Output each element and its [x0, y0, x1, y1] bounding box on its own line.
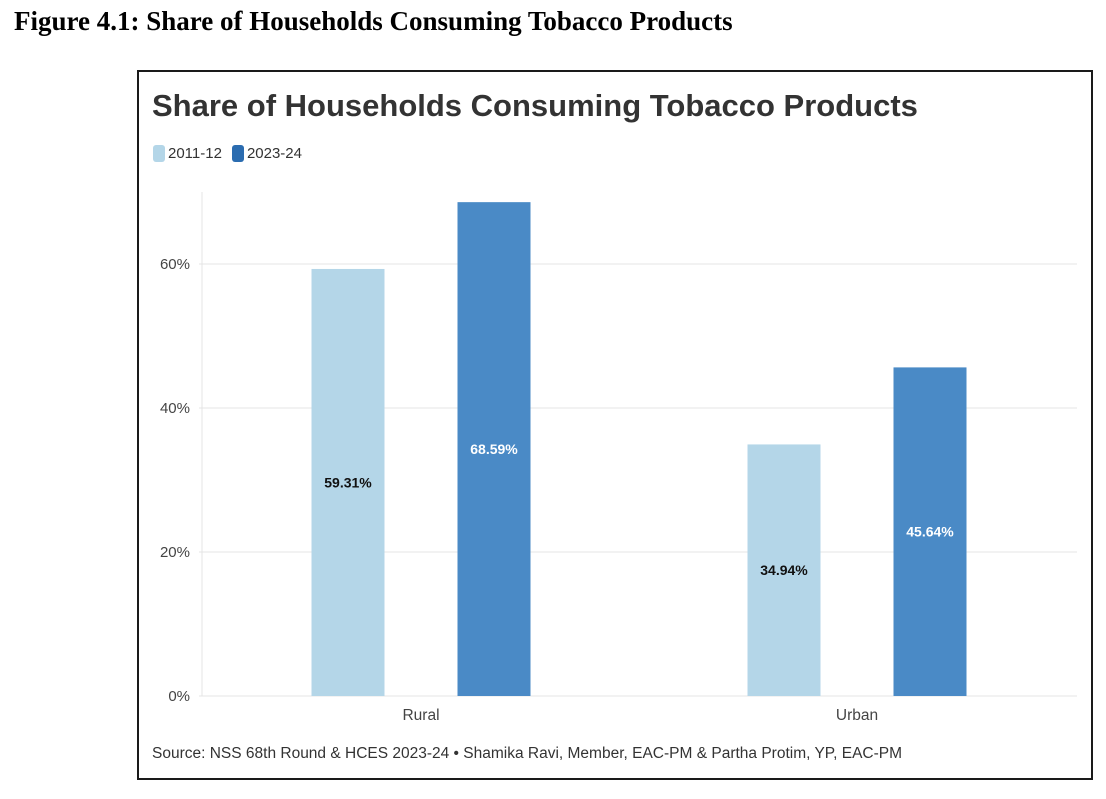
- bar-urban-2011-12: [747, 444, 821, 696]
- bar-urban-2023-24: [893, 367, 967, 696]
- y-tick-label: 40%: [160, 400, 190, 417]
- data-label-urban-2023-24: 45.64%: [906, 524, 954, 540]
- legend-swatch-2023-24: [231, 145, 244, 162]
- legend-item-2011-12: 2011-12: [153, 145, 222, 162]
- legend-label-2023-24: 2023-24: [246, 145, 302, 162]
- data-label-rural-2023-24: 68.59%: [470, 441, 518, 457]
- y-tick-label: 20%: [160, 544, 190, 561]
- bar-rural-2011-12: [311, 268, 385, 696]
- chart-frame: Share of Households Consuming Tobacco Pr…: [137, 70, 1093, 780]
- legend-label-2011-12: 2011-12: [168, 145, 222, 162]
- source-note: Source: NSS 68th Round & HCES 2023-24 • …: [152, 745, 903, 762]
- data-label-urban-2011-12: 34.94%: [760, 562, 808, 578]
- data-label-rural-2011-12: 59.31%: [324, 474, 372, 490]
- x-tick-label-urban: Urban: [836, 707, 878, 724]
- x-tick-label-rural: Rural: [402, 707, 439, 724]
- bar-rural-2023-24: [457, 202, 531, 697]
- figure-caption: Figure 4.1: Share of Households Consumin…: [14, 6, 733, 36]
- y-tick-label: 0%: [168, 688, 190, 705]
- legend-swatch-2011-12: [153, 145, 165, 162]
- chart-title: Share of Households Consuming Tobacco Pr…: [152, 88, 918, 123]
- legend-item-2023-24: 2023-24: [231, 145, 302, 162]
- y-tick-label: 60%: [160, 256, 190, 273]
- bar-plot: 0% 20% 40% 60% 59.31% 68.59% Rural 34.94% 45.64%…: [160, 192, 1077, 724]
- legend: 2011-12 2023-24: [153, 145, 312, 162]
